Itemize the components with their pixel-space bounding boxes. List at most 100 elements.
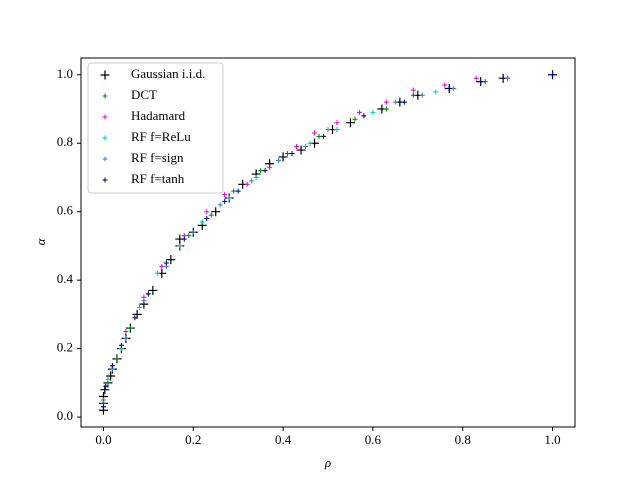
data-point bbox=[505, 75, 511, 81]
data-point bbox=[334, 120, 340, 126]
data-point bbox=[352, 116, 358, 122]
x-tick-label: 0.6 bbox=[365, 432, 382, 447]
data-point bbox=[473, 75, 479, 81]
legend-box bbox=[87, 62, 224, 194]
data-point bbox=[321, 133, 327, 139]
data-point bbox=[100, 404, 106, 410]
data-point bbox=[345, 118, 355, 128]
data-point bbox=[244, 181, 250, 187]
data-point bbox=[253, 174, 259, 180]
data-point bbox=[148, 285, 158, 295]
legend-marker bbox=[102, 156, 108, 162]
data-point bbox=[226, 195, 232, 201]
data-point bbox=[136, 305, 142, 311]
legend-marker bbox=[102, 177, 108, 183]
data-point bbox=[334, 127, 340, 133]
data-point bbox=[249, 178, 255, 184]
data-point bbox=[442, 82, 448, 88]
data-point bbox=[222, 198, 228, 204]
data-point bbox=[103, 383, 109, 389]
data-point bbox=[190, 229, 196, 235]
plot-area bbox=[80, 57, 576, 428]
data-point bbox=[186, 233, 192, 239]
data-point bbox=[312, 130, 318, 136]
data-point bbox=[482, 79, 488, 85]
data-point bbox=[211, 207, 221, 217]
legend-label: DCT bbox=[131, 87, 157, 102]
data-point bbox=[109, 363, 115, 369]
data-point bbox=[181, 236, 187, 242]
data-point bbox=[199, 219, 205, 225]
data-point bbox=[145, 291, 151, 297]
data-point bbox=[231, 188, 237, 194]
data-point bbox=[401, 99, 407, 105]
data-point bbox=[118, 342, 124, 348]
data-point bbox=[262, 168, 268, 174]
legend-marker bbox=[102, 114, 108, 120]
data-point bbox=[127, 325, 133, 331]
data-point bbox=[446, 85, 452, 91]
legend-marker bbox=[102, 93, 108, 99]
data-point bbox=[166, 255, 176, 265]
y-tick-label: 0.8 bbox=[57, 134, 73, 149]
data-point bbox=[278, 152, 288, 162]
data-point bbox=[478, 79, 484, 85]
data-point bbox=[361, 113, 367, 119]
x-tick-label: 0.4 bbox=[275, 432, 292, 447]
data-point bbox=[550, 72, 556, 78]
data-point bbox=[451, 85, 457, 91]
legend-label: RF f=tanh bbox=[131, 171, 185, 186]
data-point bbox=[235, 188, 241, 194]
x-tick-label: 0.0 bbox=[95, 432, 111, 447]
data-point bbox=[141, 298, 147, 304]
data-point bbox=[132, 315, 138, 321]
data-point bbox=[383, 99, 389, 105]
data-point bbox=[217, 202, 223, 208]
x-tick-label: 1.0 bbox=[544, 432, 560, 447]
legend-label: Hadamard bbox=[131, 108, 186, 123]
data-point bbox=[303, 144, 309, 150]
data-point bbox=[419, 92, 425, 98]
data-point bbox=[285, 151, 291, 157]
x-axis-label: ρ bbox=[324, 455, 331, 470]
data-point bbox=[177, 243, 183, 249]
y-tick-label: 0.6 bbox=[57, 203, 74, 218]
data-point bbox=[114, 356, 120, 362]
y-tick-label: 0.2 bbox=[57, 340, 73, 355]
legend-label: RF f=ReLu bbox=[131, 129, 191, 144]
data-point bbox=[392, 99, 398, 105]
x-tick-label: 0.8 bbox=[455, 432, 471, 447]
data-point bbox=[105, 376, 111, 382]
y-tick-label: 1.0 bbox=[57, 66, 73, 81]
y-tick-label: 0.4 bbox=[57, 271, 74, 286]
y-axis-label: α bbox=[33, 237, 48, 245]
data-point bbox=[383, 106, 389, 112]
data-point bbox=[356, 109, 362, 115]
data-point bbox=[410, 92, 416, 98]
data-point bbox=[316, 133, 322, 139]
data-point bbox=[289, 151, 295, 157]
data-point bbox=[370, 109, 376, 115]
data-point bbox=[325, 127, 331, 133]
data-point bbox=[159, 263, 165, 269]
data-point bbox=[204, 216, 210, 222]
data-point bbox=[208, 212, 214, 218]
data-point bbox=[123, 335, 129, 341]
data-point bbox=[100, 397, 106, 403]
data-point bbox=[258, 168, 264, 174]
data-point bbox=[163, 260, 169, 266]
x-tick-label: 0.2 bbox=[185, 432, 201, 447]
y-tick-label: 0.0 bbox=[57, 408, 73, 423]
data-point bbox=[294, 144, 300, 150]
data-point bbox=[433, 89, 439, 95]
data-point bbox=[154, 270, 160, 276]
legend-marker bbox=[100, 70, 110, 80]
legend-marker bbox=[102, 135, 108, 141]
data-point bbox=[296, 145, 306, 155]
data-point bbox=[307, 140, 313, 146]
data-point bbox=[106, 371, 116, 381]
legend-label: RF f=sign bbox=[131, 150, 184, 165]
data-point bbox=[410, 87, 416, 93]
data-point bbox=[222, 192, 228, 198]
